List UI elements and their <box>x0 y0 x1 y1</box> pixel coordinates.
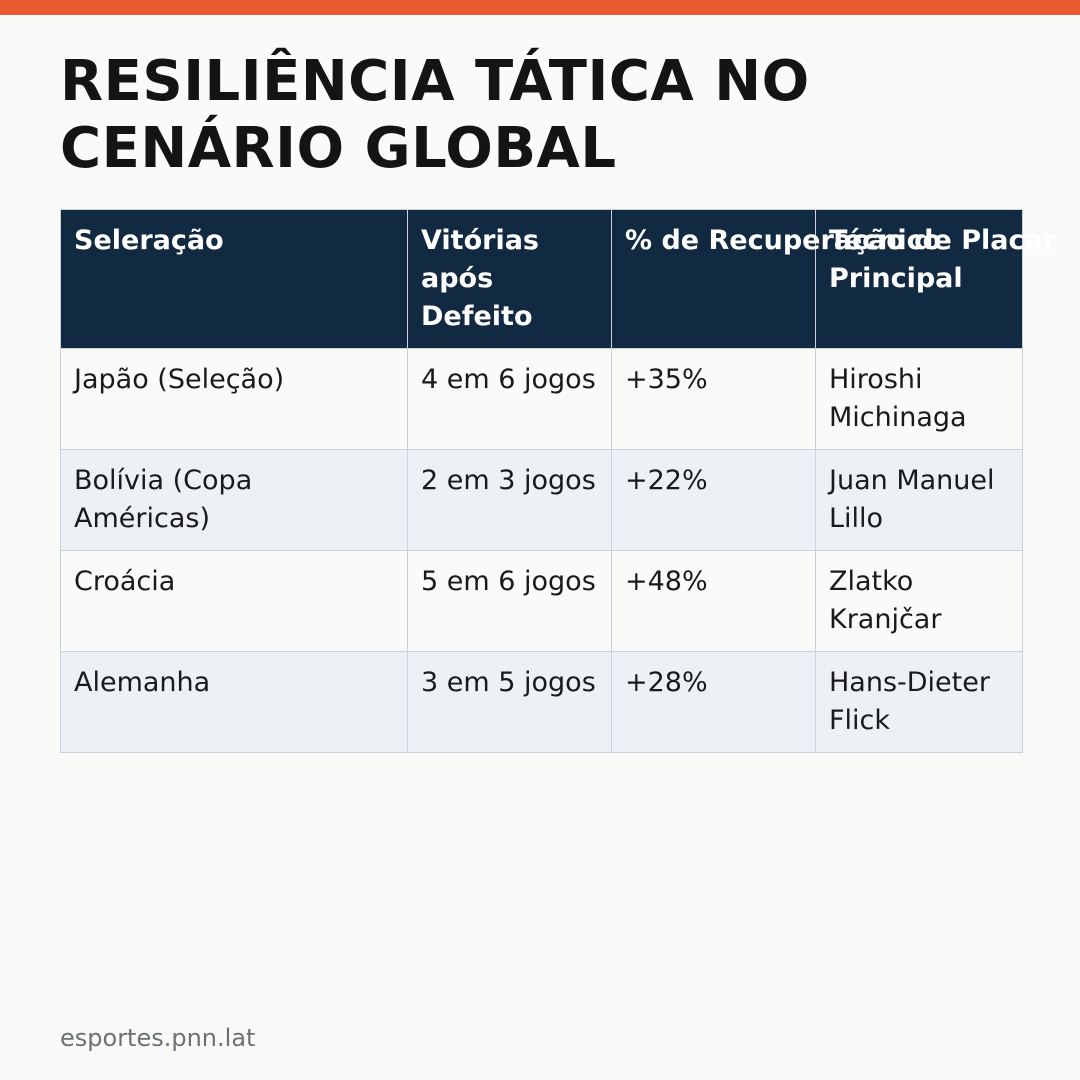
page-title: RESILIÊNCIA TÁTICA NO CENÁRIO GLOBAL <box>60 49 810 181</box>
header-selecao: Seleração <box>60 209 408 349</box>
cell-selecao: Japão (Seleção) <box>60 348 408 450</box>
table-row: Japão (Seleção) 4 em 6 jogos +35% Hirosh… <box>60 348 1023 450</box>
cell-vitorias: 5 em 6 jogos <box>407 550 612 652</box>
site-footer: esportes.pnn.lat <box>60 1024 256 1052</box>
cell-tecnico: Juan Manuel Lillo <box>815 449 1023 551</box>
cell-recuperacao: +48% <box>611 550 816 652</box>
cell-tecnico: Hiroshi Michinaga <box>815 348 1023 450</box>
accent-top-bar <box>0 0 1080 15</box>
cell-vitorias: 4 em 6 jogos <box>407 348 612 450</box>
header-recuperacao: % de Recuperação de Placar <box>611 209 1056 349</box>
table-row: Alemanha 3 em 5 jogos +28% Hans-Dieter F… <box>60 651 1023 753</box>
table-row: Croácia 5 em 6 jogos +48% Zlatko Kranjča… <box>60 550 1023 652</box>
cell-tecnico: Hans-Dieter Flick <box>815 651 1023 753</box>
cell-recuperacao: +35% <box>611 348 816 450</box>
table-row: Bolívia (Copa Américas) 2 em 3 jogos +22… <box>60 449 1023 551</box>
cell-tecnico: Zlatko Kranjčar <box>815 550 1023 652</box>
cell-selecao: Croácia <box>60 550 408 652</box>
table-header: Seleração Vitórias após Defeito % de Rec… <box>60 209 1056 349</box>
cell-vitorias: 2 em 3 jogos <box>407 449 612 551</box>
table-body: Japão (Seleção) 4 em 6 jogos +35% Hirosh… <box>60 348 1023 753</box>
cell-selecao: Bolívia (Copa Américas) <box>60 449 408 551</box>
stats-table: Seleração Vitórias após Defeito % de Rec… <box>60 209 1056 753</box>
header-row: Seleração Vitórias após Defeito % de Rec… <box>60 209 1056 349</box>
cell-vitorias: 3 em 5 jogos <box>407 651 612 753</box>
header-vitorias: Vitórias após Defeito <box>407 209 612 349</box>
cell-recuperacao: +28% <box>611 651 816 753</box>
cell-selecao: Alemanha <box>60 651 408 753</box>
cell-recuperacao: +22% <box>611 449 816 551</box>
header-tecnico: Técnico Principal <box>815 209 1023 349</box>
